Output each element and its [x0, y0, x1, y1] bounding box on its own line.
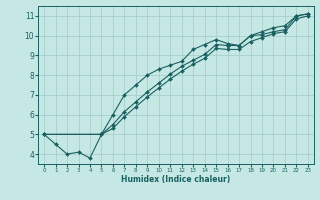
- X-axis label: Humidex (Indice chaleur): Humidex (Indice chaleur): [121, 175, 231, 184]
